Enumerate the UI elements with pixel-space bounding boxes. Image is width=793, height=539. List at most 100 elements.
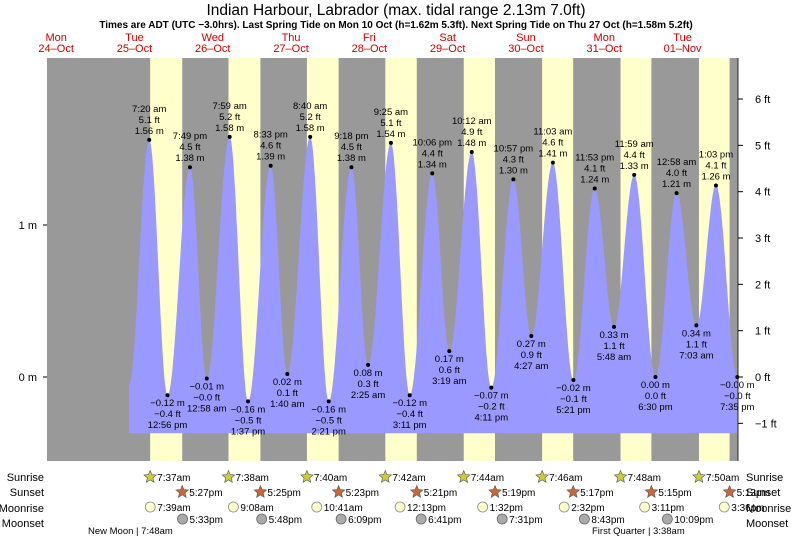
sunrise-icon: [378, 469, 393, 483]
high-tide-label: 1.24 m: [580, 175, 609, 186]
day-label: Sun: [516, 32, 536, 44]
sunset-icon: [175, 484, 190, 498]
tide-point: [694, 323, 699, 328]
sunrise-time: 7:40am: [314, 473, 347, 484]
tide-point: [407, 393, 412, 398]
tide-point: [204, 376, 209, 381]
high-tide-label: 1.33 m: [620, 161, 649, 172]
day-label: Sat: [439, 32, 456, 44]
sunrise-icon: [143, 469, 158, 483]
moonset-row-label: Moonset: [746, 518, 788, 530]
sunrise-time: 7:42am: [392, 473, 425, 484]
low-tide-label: 7:35 pm: [720, 402, 754, 413]
low-tide-label: 0.34 m: [682, 328, 711, 339]
day-label: Wed: [202, 32, 224, 44]
y-right-tick-label: 3 ft: [755, 233, 770, 245]
sunset-time: 5:27pm: [189, 488, 222, 499]
sunset-time: 5:15pm: [658, 488, 691, 499]
moonset-icon: [661, 513, 673, 525]
y-left-tick-label: 0 m: [19, 372, 37, 384]
moonset-icon: [335, 513, 347, 525]
tide-point: [349, 165, 354, 170]
high-tide-label: 7:59 am: [212, 101, 246, 112]
moonrise-icon: [394, 501, 406, 513]
moonrise-icon: [477, 501, 489, 513]
y-left-tick-label: 1 m: [19, 220, 37, 232]
moonset-icon: [578, 513, 590, 525]
high-tide-label: 7:20 am: [132, 104, 166, 115]
moonrise-row-label: Moonrise: [0, 503, 44, 515]
moonset-icon: [177, 513, 188, 525]
low-tide-label: 0.0 ft: [645, 391, 666, 402]
tide-area: [129, 136, 739, 434]
moonrise-row-label: Moonrise: [746, 503, 791, 515]
sunrise-time: 7:44am: [471, 473, 504, 484]
low-tide-label: −0.16 m: [311, 404, 346, 415]
sunset-icon: [722, 484, 737, 498]
sunrise-icon: [299, 469, 314, 483]
moonrise-icon: [144, 501, 156, 513]
low-tide-label: 0.17 m: [435, 354, 464, 365]
day-label: Mon: [594, 32, 615, 44]
date-label: 29–Oct: [430, 43, 465, 55]
low-tide-label: −0.00 m: [720, 380, 755, 391]
low-tide-label: −0.1 ft: [560, 394, 587, 405]
tide-point: [430, 171, 435, 176]
moonrise-time: 9:08am: [240, 503, 273, 514]
moonrise-icon: [718, 501, 730, 513]
tide-point: [735, 375, 740, 379]
low-tide-label: 0.27 m: [517, 339, 546, 350]
moonrise-time: 7:39am: [157, 503, 190, 514]
high-tide-label: 1.39 m: [256, 152, 285, 163]
sunrise-row-label: Sunrise: [746, 472, 783, 484]
moonrise-time: 1:32pm: [490, 503, 523, 514]
moonset-time: 8:43pm: [591, 515, 624, 526]
tide-point: [571, 378, 576, 383]
date-label: 27–Oct: [273, 43, 308, 55]
low-tide-label: −0.5 ft: [235, 415, 262, 426]
low-tide-label: 0.9 ft: [521, 350, 542, 361]
day-label: Mon: [45, 32, 66, 44]
tide-point: [592, 186, 597, 191]
tide-point: [511, 177, 516, 182]
high-tide-label: 12:58 am: [657, 157, 697, 168]
day-label: Tue: [125, 32, 144, 44]
tide-point: [529, 333, 534, 338]
moonset-icon: [415, 513, 427, 525]
high-tide-label: 7:49 pm: [173, 131, 207, 142]
low-tide-label: 2:25 am: [351, 390, 385, 401]
moonset-time: 5:48pm: [269, 515, 302, 526]
low-tide-label: 1:40 am: [270, 399, 304, 410]
low-tide-label: −0.12 m: [150, 398, 185, 409]
moon-phase-label: New Moon | 7:48am: [88, 526, 173, 537]
date-label: 31–Oct: [587, 43, 622, 55]
high-tide-label: 1.26 m: [701, 171, 730, 182]
tide-point: [388, 140, 393, 145]
sunrise-row-label: Sunrise: [7, 472, 44, 484]
sunrise-time: 7:46am: [549, 473, 582, 484]
high-tide-label: 1.58 m: [296, 123, 325, 134]
low-tide-label: 12:56 pm: [148, 420, 188, 431]
high-tide-label: 9:18 pm: [334, 131, 368, 142]
low-tide-label: 12:58 am: [187, 404, 227, 415]
moonset-time: 7:31pm: [509, 515, 542, 526]
tide-point: [674, 191, 679, 196]
tide-point: [469, 150, 474, 155]
sunset-icon: [253, 484, 268, 498]
sunrise-icon: [692, 469, 706, 483]
low-tide-label: 3:11 pm: [393, 420, 427, 431]
day-label: Thu: [282, 32, 301, 44]
moonrise-time: 2:32pm: [571, 503, 604, 514]
tide-point: [285, 371, 290, 376]
high-tide-label: 4.4 ft: [422, 148, 443, 159]
high-tide-label: 9:25 am: [374, 107, 408, 118]
high-tide-label: 5.2 ft: [219, 112, 240, 123]
high-tide-label: 1.41 m: [538, 149, 567, 160]
high-tide-label: 11:59 am: [615, 139, 654, 150]
sunset-time: 5:23pm: [346, 488, 379, 499]
high-tide-label: 1.58 m: [215, 123, 244, 134]
high-tide-label: 4.6 ft: [260, 141, 281, 152]
low-tide-label: −0.12 m: [392, 398, 427, 409]
sunrise-time: 7:38am: [236, 473, 269, 484]
